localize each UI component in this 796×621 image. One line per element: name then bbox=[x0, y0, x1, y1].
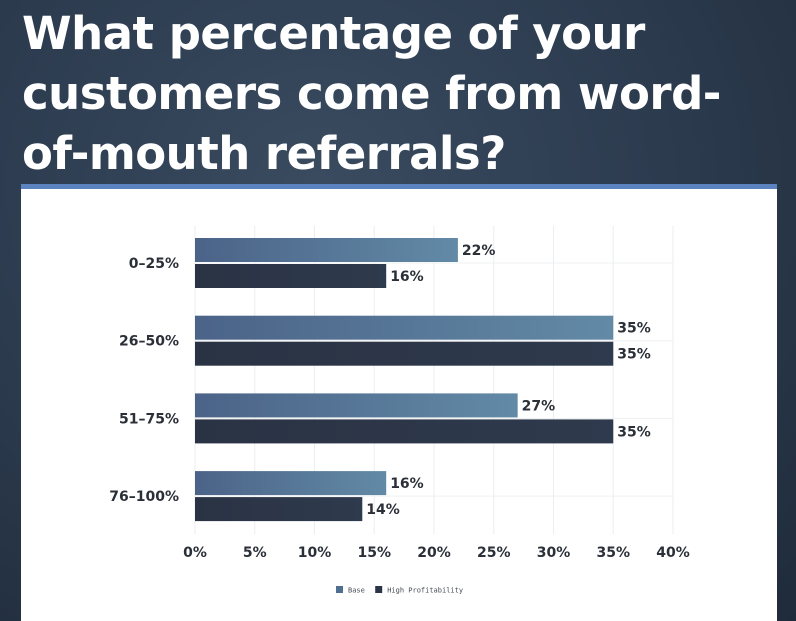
card-accent-bar bbox=[21, 184, 777, 189]
x-tick-label: 40% bbox=[656, 545, 690, 561]
legend-swatch bbox=[375, 586, 383, 593]
x-tick-label: 20% bbox=[417, 545, 451, 561]
bar-base bbox=[195, 393, 518, 418]
page-title: What percentage of your customers come f… bbox=[22, 7, 721, 180]
bar-base bbox=[195, 238, 458, 262]
category-labels: 0–25% 26–50% 51–75% 76–100% bbox=[109, 256, 179, 505]
bar-high-profitability bbox=[195, 419, 614, 444]
bars bbox=[195, 238, 614, 522]
bar-value-label: 35% bbox=[617, 321, 651, 337]
bar-value-label: 14% bbox=[366, 502, 400, 518]
bar-value-label: 35% bbox=[617, 347, 651, 363]
bar-value-label: 27% bbox=[522, 398, 556, 414]
bar-value-labels: 22% 16% 35% 35% 27% 35% 16% 14% bbox=[366, 243, 650, 518]
category-label: 26–50% bbox=[119, 334, 179, 350]
legend-label: Base bbox=[348, 587, 365, 595]
bar-value-label: 35% bbox=[617, 424, 651, 440]
x-tick-label: 35% bbox=[596, 545, 630, 561]
bar-value-label: 22% bbox=[462, 243, 496, 259]
x-tick-label: 15% bbox=[357, 545, 391, 561]
legend-swatch bbox=[336, 586, 343, 593]
bar-base bbox=[195, 471, 387, 496]
legend: Base High Profitability bbox=[336, 586, 463, 595]
category-label: 76–100% bbox=[109, 489, 179, 505]
bar-value-label: 16% bbox=[390, 476, 424, 492]
x-tick-label: 0% bbox=[183, 545, 207, 561]
bar-high-profitability bbox=[195, 341, 614, 366]
x-tick-label: 30% bbox=[537, 545, 571, 561]
x-tick-label: 10% bbox=[298, 545, 332, 561]
x-tick-label: 5% bbox=[243, 545, 267, 561]
x-axis-ticks: 0% 5% 10% 15% 20% 25% 30% 35% 40% bbox=[183, 545, 690, 561]
bar-high-profitability bbox=[195, 497, 363, 522]
category-label: 51–75% bbox=[119, 411, 179, 427]
bar-base bbox=[195, 315, 614, 340]
bar-high-profitability bbox=[195, 264, 387, 288]
category-label: 0–25% bbox=[129, 256, 179, 272]
bar-value-label: 16% bbox=[390, 269, 424, 285]
legend-label: High Profitability bbox=[387, 587, 463, 595]
x-tick-label: 25% bbox=[477, 545, 511, 561]
